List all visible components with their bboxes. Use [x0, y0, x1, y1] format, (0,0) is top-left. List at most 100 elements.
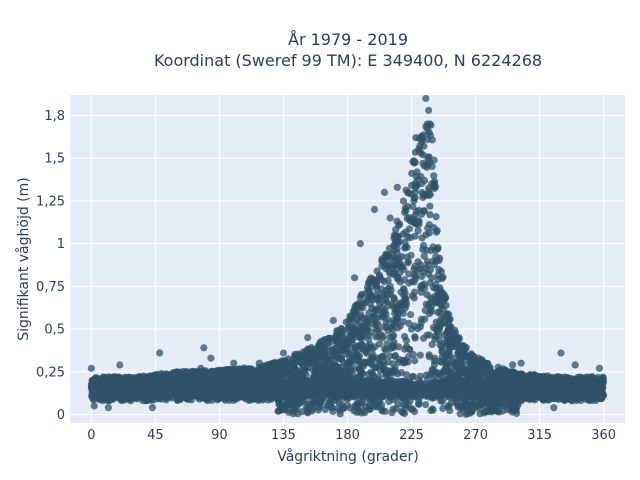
data-point	[394, 314, 402, 323]
data-point	[385, 251, 393, 259]
data-point	[307, 344, 315, 352]
data-point	[340, 359, 348, 367]
data-point	[414, 325, 422, 333]
data-point	[456, 410, 464, 418]
data-point	[327, 347, 335, 355]
data-point	[476, 410, 484, 418]
data-point	[378, 276, 386, 284]
data-point	[409, 350, 417, 359]
data-point	[403, 343, 411, 351]
data-point	[373, 267, 381, 275]
data-point	[413, 168, 421, 176]
data-point	[302, 357, 310, 365]
data-point	[423, 163, 431, 171]
data-point	[476, 363, 484, 371]
data-point	[271, 367, 279, 376]
data-point	[401, 208, 409, 216]
data-point	[333, 340, 341, 348]
data-point	[296, 357, 304, 365]
data-point	[399, 230, 407, 238]
data-point	[364, 319, 372, 327]
data-point	[389, 302, 397, 310]
data-point	[292, 405, 300, 413]
data-point	[329, 407, 337, 415]
data-point	[408, 405, 417, 413]
data-point	[301, 351, 309, 359]
data-point	[485, 371, 493, 379]
data-point	[410, 197, 418, 205]
data-point	[493, 401, 502, 409]
data-point	[381, 367, 390, 375]
data-point	[409, 203, 417, 211]
data-point	[411, 219, 419, 227]
data-point	[428, 136, 436, 144]
data-point	[345, 323, 353, 331]
data-point	[369, 351, 377, 359]
data-point	[332, 335, 340, 343]
data-point	[443, 310, 451, 318]
data-point	[464, 402, 472, 410]
data-point	[367, 359, 375, 367]
data-point	[374, 333, 382, 341]
data-point	[318, 337, 326, 345]
data-point	[425, 351, 433, 359]
data-point	[242, 368, 250, 376]
data-point	[411, 232, 419, 240]
data-point	[400, 409, 409, 418]
data-point	[430, 357, 438, 365]
data-point	[381, 345, 389, 353]
data-point	[390, 295, 398, 303]
data-point	[393, 245, 401, 253]
data-point	[438, 295, 446, 303]
data-point	[357, 311, 365, 319]
data-point	[513, 409, 521, 417]
data-point	[346, 404, 354, 412]
data-point	[404, 188, 412, 196]
data-point	[323, 369, 331, 377]
data-point	[381, 306, 389, 314]
data-point	[402, 403, 411, 412]
data-point	[374, 295, 382, 303]
data-point	[345, 350, 353, 358]
chart-title-line1: År 1979 - 2019	[288, 30, 408, 49]
data-point	[291, 352, 299, 360]
data-point	[425, 191, 433, 199]
data-point	[430, 172, 438, 180]
data-point	[427, 407, 435, 415]
data-point	[436, 284, 444, 292]
data-point	[390, 269, 398, 277]
data-point	[394, 324, 402, 332]
data-point	[384, 276, 392, 285]
data-point	[451, 332, 459, 340]
data-point	[468, 356, 476, 364]
data-point	[438, 346, 446, 355]
data-point	[350, 365, 358, 373]
data-point	[391, 352, 399, 360]
data-point	[416, 351, 424, 359]
data-point	[359, 345, 367, 354]
data-point	[507, 370, 515, 378]
data-point	[408, 278, 416, 286]
data-point	[418, 234, 426, 242]
data-point	[371, 343, 379, 351]
data-point	[157, 371, 166, 379]
data-point	[402, 371, 411, 379]
data-point	[427, 294, 435, 302]
data-point	[430, 224, 438, 232]
data-point	[368, 296, 376, 304]
data-point	[399, 197, 408, 205]
data-point	[396, 269, 404, 277]
data-point	[405, 319, 413, 327]
data-point	[374, 354, 382, 362]
data-point	[397, 263, 405, 271]
data-point	[424, 224, 432, 232]
data-point	[384, 316, 392, 324]
data-point	[411, 179, 419, 187]
data-point	[352, 351, 360, 359]
data-point	[411, 357, 419, 365]
data-point	[274, 397, 283, 405]
data-point	[429, 182, 438, 190]
data-point	[422, 401, 430, 409]
data-point	[251, 368, 259, 376]
data-point	[390, 332, 398, 340]
